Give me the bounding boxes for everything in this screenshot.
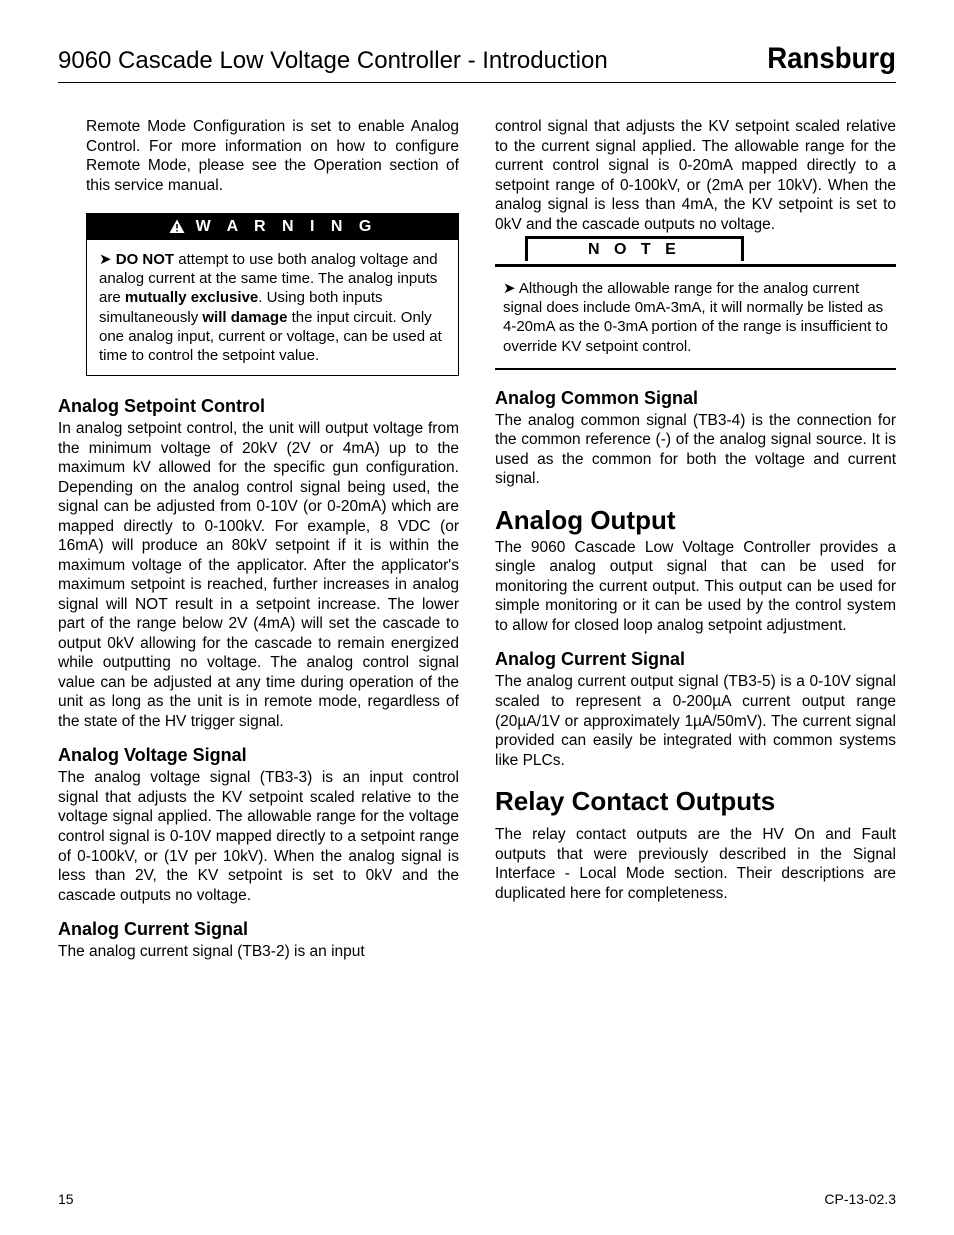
note-box: N O T E ➤ Although the allowable range f…: [495, 264, 896, 370]
intro-paragraph: Remote Mode Configuration is set to enab…: [58, 117, 459, 195]
analog-current-out-heading: Analog Current Signal: [495, 649, 896, 670]
warning-header: W A R N I N G: [87, 214, 458, 240]
analog-common-body: The analog common signal (TB3-4) is the …: [495, 411, 896, 489]
relay-contact-heading: Relay Contact Outputs: [495, 786, 896, 817]
analog-voltage-heading: Analog Voltage Signal: [58, 745, 459, 766]
analog-current-out-body: The analog current output signal (TB3-5)…: [495, 672, 896, 770]
header-title: 9060 Cascade Low Voltage Controller - In…: [58, 47, 608, 75]
note-body: ➤ Although the allowable range for the a…: [495, 267, 896, 370]
warning-triangle-icon: [168, 218, 186, 236]
page-header: 9060 Cascade Low Voltage Controller - In…: [58, 42, 896, 83]
warning-label: W A R N I N G: [196, 218, 378, 236]
analog-current-body: The analog current signal (TB3-2) is an …: [58, 942, 459, 962]
warning-box: W A R N I N G ➤ DO NOT attempt to use bo…: [86, 213, 459, 376]
document-id: CP-13-02.3: [824, 1191, 896, 1207]
left-column: Remote Mode Configuration is set to enab…: [58, 117, 459, 976]
analog-output-heading: Analog Output: [495, 505, 896, 536]
right-column: control signal that adjusts the KV setpo…: [495, 117, 896, 976]
warning-body: ➤ DO NOT attempt to use both analog volt…: [87, 240, 458, 375]
note-tab: N O T E: [525, 236, 744, 261]
analog-setpoint-body: In analog setpoint control, the unit wil…: [58, 419, 459, 731]
content-columns: Remote Mode Configuration is set to enab…: [58, 117, 896, 976]
analog-current-heading: Analog Current Signal: [58, 919, 459, 940]
page-footer: 15 CP-13-02.3: [58, 1191, 896, 1207]
brand-name: Ransburg: [767, 42, 896, 76]
analog-common-heading: Analog Common Signal: [495, 388, 896, 409]
analog-voltage-body: The analog voltage signal (TB3-3) is an …: [58, 768, 459, 905]
page-number: 15: [58, 1191, 74, 1207]
relay-contact-body: The relay contact outputs are the HV On …: [495, 825, 896, 903]
analog-setpoint-heading: Analog Setpoint Control: [58, 396, 459, 417]
current-signal-continuation: control signal that adjusts the KV setpo…: [495, 117, 896, 234]
analog-output-body: The 9060 Cascade Low Voltage Controller …: [495, 538, 896, 636]
